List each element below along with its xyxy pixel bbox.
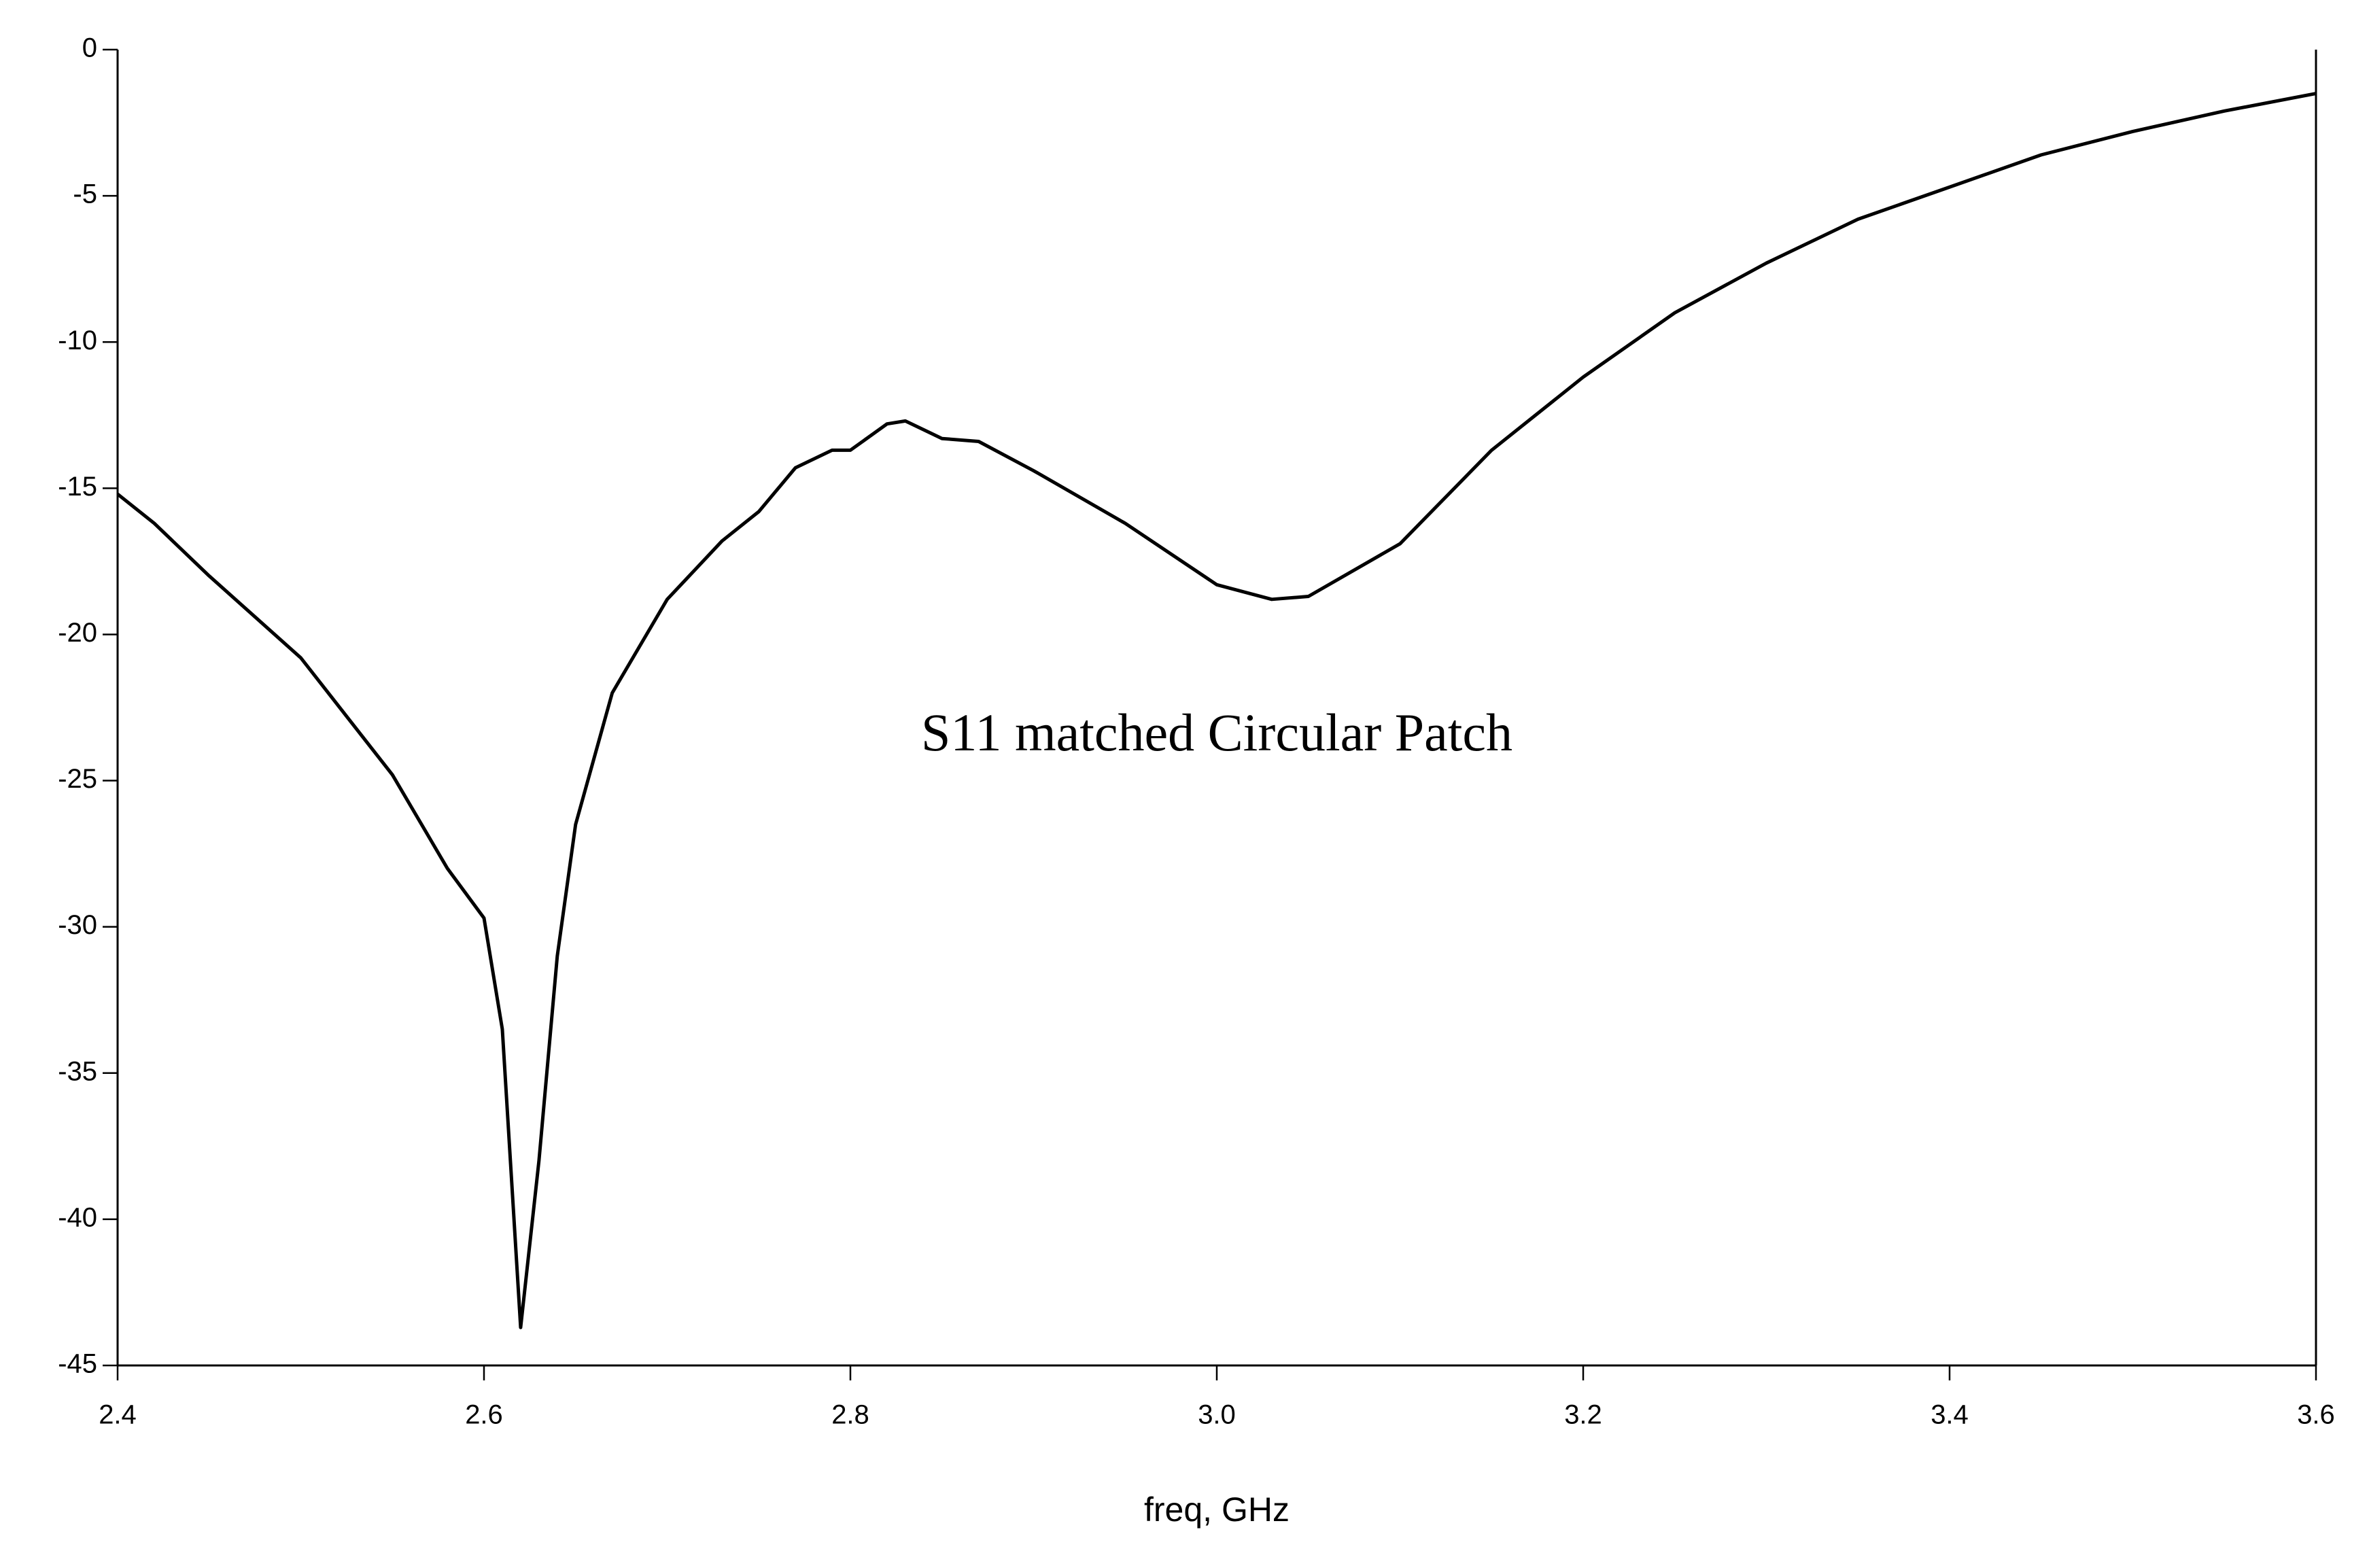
- y-tick-label: -10: [58, 326, 97, 355]
- x-tick-label: 2.4: [99, 1400, 137, 1430]
- x-tick-label: 3.2: [1564, 1400, 1602, 1430]
- x-tick-label: 2.6: [465, 1400, 503, 1430]
- x-axis-label: freq, GHz: [1144, 1491, 1290, 1529]
- y-tick-label: -30: [58, 910, 97, 940]
- x-tick-label: 2.8: [831, 1400, 869, 1430]
- y-tick-label: -5: [73, 179, 97, 209]
- y-tick-label: -45: [58, 1349, 97, 1379]
- y-tick-label: 0: [82, 33, 97, 63]
- x-tick-label: 3.6: [2297, 1400, 2335, 1430]
- line-series: [116, 92, 2317, 1329]
- y-tick-label: -25: [58, 764, 97, 794]
- y-tick-label: -20: [58, 618, 97, 648]
- y-tick-label: -35: [58, 1056, 97, 1086]
- x-tick-label: 3.0: [1198, 1400, 1236, 1430]
- annotation: S11 matched Circular Patch: [921, 703, 1512, 762]
- y-tick-label: -40: [58, 1202, 97, 1232]
- x-tick-label: 3.4: [1931, 1400, 1969, 1430]
- y-tick-label: -15: [58, 472, 97, 502]
